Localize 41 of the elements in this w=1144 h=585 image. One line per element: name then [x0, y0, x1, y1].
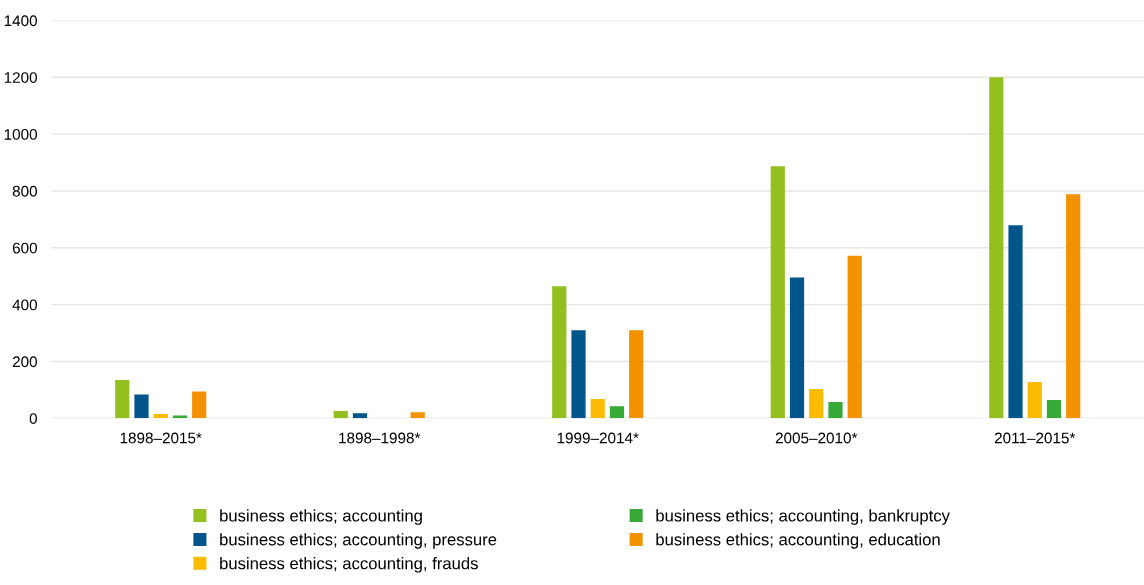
legend-label: business ethics; accounting, bankruptcy	[656, 509, 950, 525]
x-tick-label: 2011–2015*	[994, 432, 1076, 444]
bar	[609, 406, 625, 419]
bar	[115, 379, 130, 419]
bar	[571, 330, 586, 419]
bar	[153, 414, 168, 419]
bar	[828, 402, 843, 419]
legend-label: business ethics; accounting, education	[656, 533, 940, 549]
bar	[1027, 381, 1042, 419]
bar	[1046, 400, 1062, 419]
y-tick-label: 1000	[4, 129, 37, 140]
y-tick-label: 200	[12, 356, 37, 368]
bar	[134, 394, 149, 419]
bar	[789, 277, 805, 419]
y-tick-label: 400	[12, 299, 37, 311]
legend-label: business ethics; accounting, pressure	[220, 533, 497, 549]
bar	[410, 412, 425, 419]
bar	[989, 77, 1004, 419]
bar	[1066, 194, 1081, 419]
y-tick-label: 1400	[4, 15, 37, 27]
bar	[847, 255, 862, 419]
x-tick-label: 1999–2014*	[557, 432, 639, 444]
x-tick-label: 2005–2010*	[775, 432, 858, 444]
bar	[552, 286, 567, 419]
y-tick-label: 800	[12, 185, 37, 197]
bar	[172, 415, 188, 419]
x-tick-label: 1898–1998*	[339, 432, 421, 444]
legend-label: business ethics; accounting, frauds	[220, 557, 478, 573]
bar	[629, 330, 644, 419]
bar	[770, 166, 785, 419]
y-tick-label: 0	[29, 413, 37, 424]
bar	[590, 398, 605, 419]
y-tick-label: 600	[12, 242, 37, 254]
x-tick-label: 1898–2015*	[120, 432, 202, 444]
bar	[1008, 225, 1023, 419]
bar	[809, 389, 824, 419]
bar	[352, 413, 368, 419]
y-tick-label: 1200	[4, 72, 37, 83]
bar	[333, 410, 348, 419]
bar	[192, 391, 207, 419]
legend-label: business ethics; accounting	[220, 509, 422, 525]
